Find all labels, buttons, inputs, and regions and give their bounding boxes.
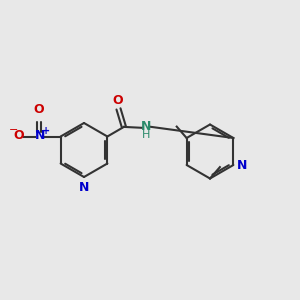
Text: O: O (14, 129, 24, 142)
Text: N: N (35, 129, 45, 142)
Text: −: − (9, 125, 19, 135)
Text: O: O (34, 103, 44, 116)
Text: N: N (237, 159, 247, 172)
Text: N: N (141, 120, 151, 133)
Text: O: O (112, 94, 123, 106)
Text: N: N (79, 181, 89, 194)
Text: H: H (142, 130, 150, 140)
Text: +: + (42, 126, 50, 136)
